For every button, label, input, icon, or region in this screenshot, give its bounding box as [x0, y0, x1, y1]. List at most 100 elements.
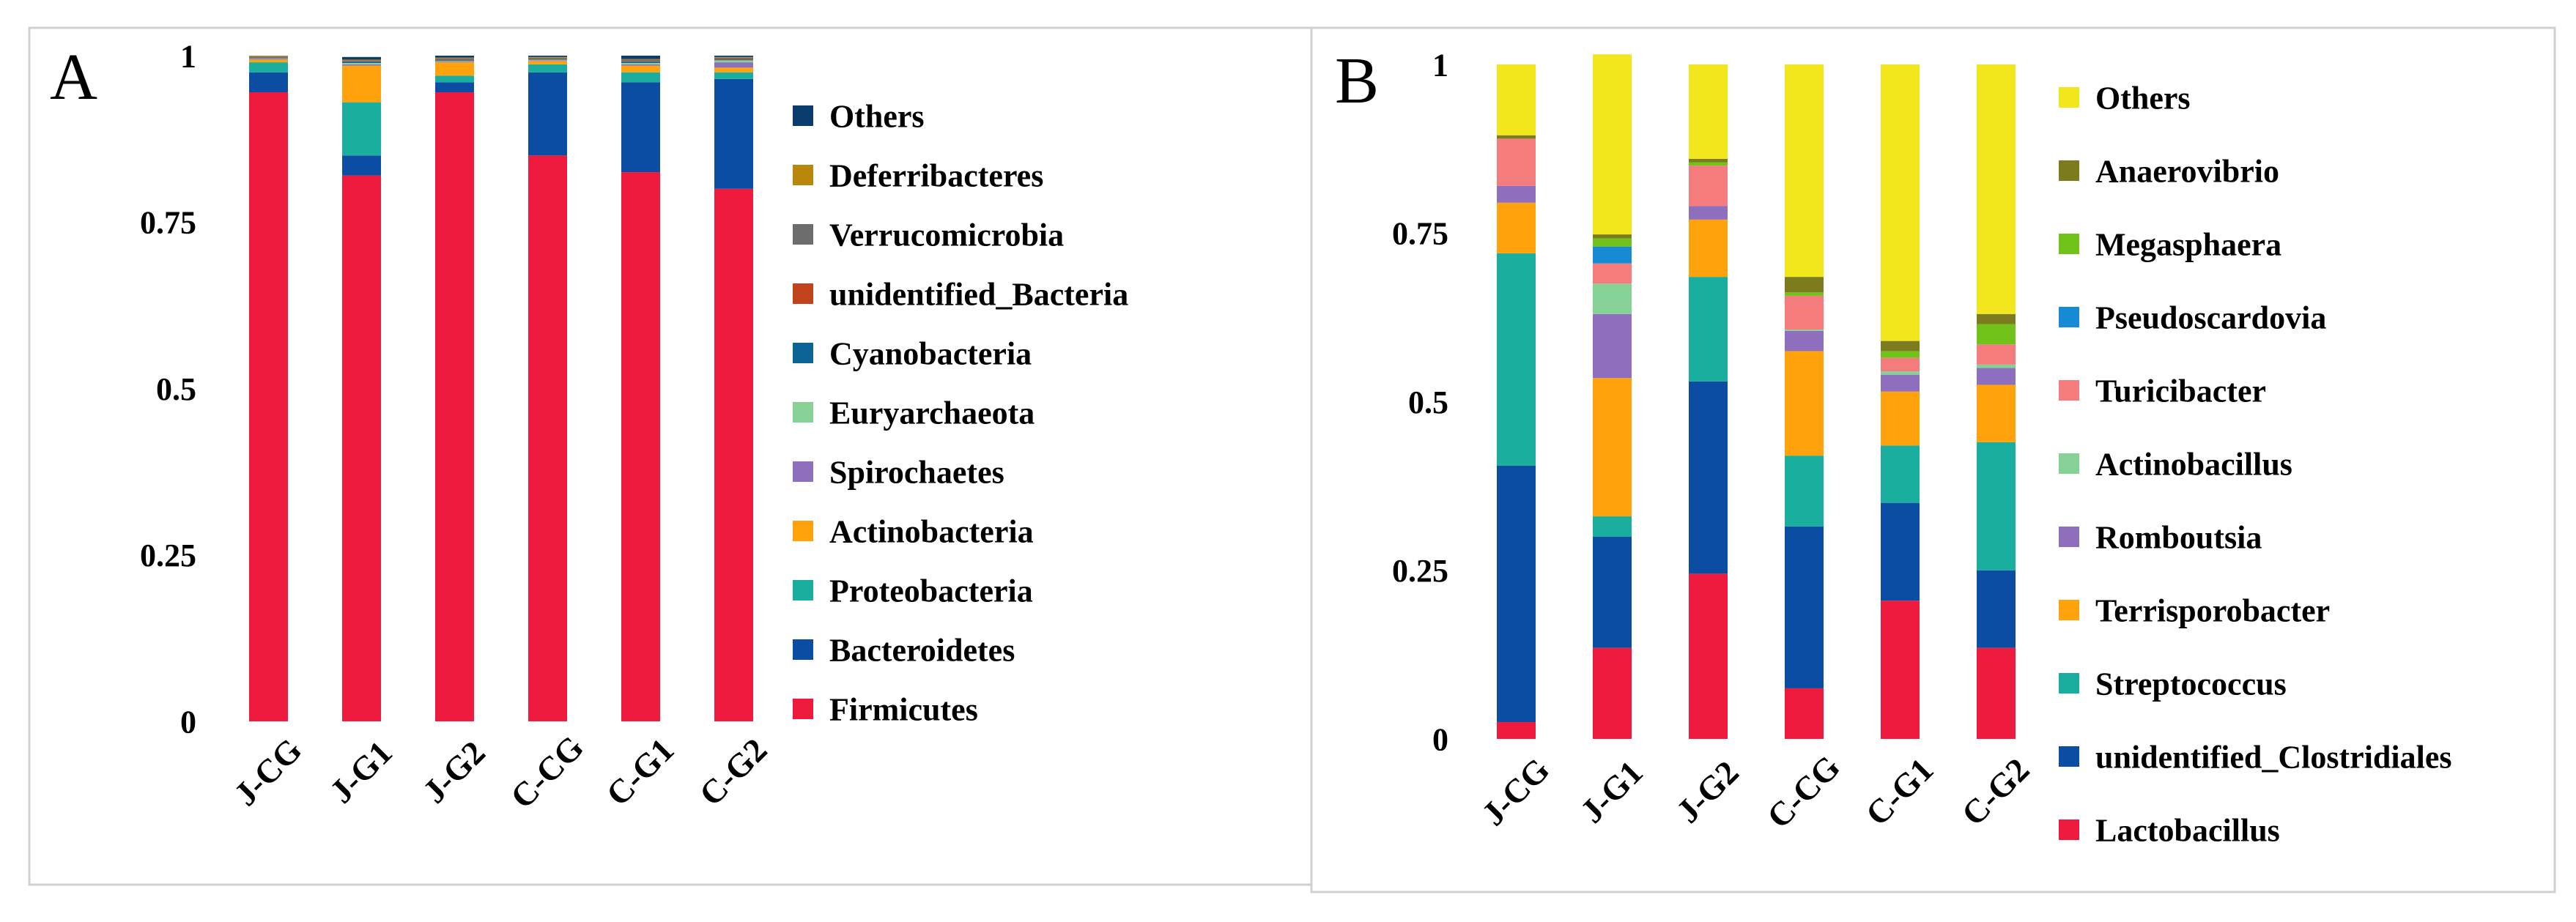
panel-a-bar-j-cg-verrucomicrobia [249, 56, 288, 57]
panel-a-bar-j-g2-firmicutes [435, 92, 474, 722]
panel-b-y-tick-label: 0 [1432, 721, 1448, 757]
panel-b-bar-j-cg-anaerovibrio [1497, 135, 1536, 139]
panel-a-bar-c-g1-spirochaetes [621, 64, 660, 66]
panel-a-bar-j-cg-firmicutes [249, 92, 288, 722]
panel-a-bar-c-g2-euryarchaeota [714, 60, 753, 63]
panel-b-legend-label-pseudoscardovia: Pseudoscardovia [2095, 300, 2326, 335]
panel-b-legend-label-others: Others [2095, 80, 2191, 116]
panel-a-bar-c-cg-others [528, 56, 567, 57]
panel-a-label: A [50, 41, 97, 114]
panel-b-bar-j-g1-unidentified-clostridiales [1593, 536, 1632, 648]
panel-b-legend-swatch-romboutsia [2059, 527, 2079, 547]
panel-b-bar-c-g2-romboutsia [1977, 368, 2016, 385]
panel-b-bar-c-cg-others [1785, 64, 1824, 278]
panel-a-y-tick-label: 0.25 [140, 538, 196, 573]
panel-a-frame [28, 26, 1313, 886]
panel-b-bar-c-g1-anaerovibrio [1881, 341, 1920, 352]
panel-b-legend-swatch-turicibacter [2059, 380, 2079, 401]
panel-b-bar-j-g2-turicibacter [1689, 166, 1728, 207]
panel-a-bar-j-g1-unidentified-bacteria [342, 61, 381, 62]
panel-b-bar-c-g1-streptococcus [1881, 445, 1920, 503]
panel-a-legend-label-deferribacteres: Deferribacteres [829, 157, 1043, 193]
panel-a-bar-c-cg-proteobacteria [528, 64, 567, 73]
panel-a-bar-j-cg-proteobacteria [249, 62, 288, 73]
panel-b-bar-c-g1-unidentified-clostridiales [1881, 502, 1920, 601]
panel-a-bar-j-cg-bacteroidetes [249, 72, 288, 92]
panel-b-legend-swatch-actinobacillus [2059, 453, 2079, 474]
panel-a-bar-j-g1-actinobacteria [342, 65, 381, 103]
panel-a-legend-swatch-cyanobacteria [793, 343, 813, 363]
panel-a-legend-swatch-others [793, 105, 813, 126]
panel-b-bar-j-cg-unidentified-clostridiales [1497, 465, 1536, 722]
panel-b-bar-j-g1-actinobacillus [1593, 283, 1632, 314]
panel-a-y-tick-label: 0 [180, 704, 196, 740]
panel-b-bar-j-cg-others [1497, 64, 1536, 135]
panel-b-bar-c-g1-lactobacillus [1881, 601, 1920, 739]
panel-a-bar-c-g1-proteobacteria [621, 72, 660, 83]
panel-b-bar-j-g1-romboutsia [1593, 313, 1632, 379]
panel-a-legend-label-euryarchaeota: Euryarchaeota [829, 395, 1035, 431]
panel-b-bar-c-g2-streptococcus [1977, 442, 2016, 570]
panel-a-bar-j-g2-proteobacteria [435, 75, 474, 83]
panel-b-bar-j-cg-romboutsia [1497, 185, 1536, 203]
panel-b-bar-j-cg-streptococcus [1497, 253, 1536, 466]
panel-b-bar-j-g1-terrisporobacter [1593, 378, 1632, 517]
panel-a-bar-c-g2-others [714, 56, 753, 57]
panel-b-legend-label-lactobacillus: Lactobacillus [2095, 812, 2280, 848]
panel-a-legend-swatch-spirochaetes [793, 461, 813, 482]
panel-b-bar-c-cg-actinobacillus [1785, 329, 1824, 331]
panel-a-bar-j-g1-others [342, 56, 381, 60]
panel-b-legend-swatch-unidentified-clostridiales [2059, 746, 2079, 767]
panel-b-bar-j-g2-lactobacillus [1689, 573, 1728, 739]
panel-b-legend-swatch-streptococcus [2059, 673, 2079, 694]
panel-a-bar-j-g2-bacteroidetes [435, 82, 474, 92]
panel-a-legend-label-bacteroidetes: Bacteroidetes [829, 632, 1015, 668]
panel-b-legend-swatch-megasphaera [2059, 234, 2079, 254]
panel-a-bar-c-cg-actinobacteria [528, 61, 567, 64]
panel-a-legend-label-cyanobacteria: Cyanobacteria [829, 335, 1032, 371]
panel-a-bar-c-g2-unidentified-bacteria [714, 59, 753, 60]
panel-b-bar-j-g2-unidentified-clostridiales [1689, 381, 1728, 574]
panel-b-bar-j-cg-turicibacter [1497, 138, 1536, 186]
panel-a-bar-c-g2-proteobacteria [714, 72, 753, 79]
panel-b-bar-j-cg-terrisporobacter [1497, 202, 1536, 253]
panel-b-bar-c-cg-megasphaera [1785, 292, 1824, 296]
panel-b-legend-label-terrisporobacter: Terrisporobacter [2095, 592, 2330, 628]
panel-a-bar-c-cg-euryarchaeota [528, 59, 567, 61]
panel-b-bar-c-cg-anaerovibrio [1785, 277, 1824, 293]
panel-b-legend-swatch-lactobacillus [2059, 819, 2079, 840]
panel-a-legend-label-proteobacteria: Proteobacteria [829, 573, 1033, 609]
panel-b-legend-swatch-terrisporobacter [2059, 600, 2079, 620]
panel-a-bar-c-cg-verrucomicrobia [528, 57, 567, 59]
panel-a-bar-c-g2-deferribacteres [714, 56, 753, 58]
panel-a-bar-c-cg-firmicutes [528, 155, 567, 722]
panel-b-bar-c-g2-actinobacillus [1977, 364, 2016, 368]
panel-a-bar-c-g2-bacteroidetes [714, 78, 753, 189]
panel-b-bar-j-g2-others [1689, 64, 1728, 159]
panel-b-bar-j-g2-terrisporobacter [1689, 219, 1728, 278]
panel-b-legend-swatch-pseudoscardovia [2059, 307, 2079, 327]
panel-b-bar-c-g1-terrisporobacter [1881, 391, 1920, 446]
panel-a-bar-c-g1-bacteroidetes [621, 82, 660, 173]
panel-b-y-tick-label: 0.25 [1392, 553, 1448, 589]
panel-b-bar-j-cg-lactobacillus [1497, 721, 1536, 739]
panel-a-bar-c-g1-actinobacteria [621, 65, 660, 73]
panel-a-y-tick-label: 0.5 [156, 371, 196, 407]
panel-a-legend-swatch-euryarchaeota [793, 402, 813, 423]
panel-a-bar-j-cg-spirochaetes [249, 59, 288, 60]
panel-a-bar-j-g1-proteobacteria [342, 102, 381, 156]
panel-a-legend-swatch-proteobacteria [793, 580, 813, 601]
panel-a-legend-label-firmicutes: Firmicutes [829, 691, 978, 727]
panel-a-bar-c-cg-deferribacteres [528, 56, 567, 58]
panel-a-bar-c-g2-cyanobacteria [714, 59, 753, 61]
panel-a-bar-j-g1-firmicutes [342, 175, 381, 721]
panel-a-legend-swatch-verrucomicrobia [793, 224, 813, 245]
panel-b-bar-c-cg-unidentified-clostridiales [1785, 526, 1824, 688]
panel-a-bar-c-g2-verrucomicrobia [714, 57, 753, 59]
panel-b-bar-c-g2-terrisporobacter [1977, 384, 2016, 442]
panel-a-bar-c-g1-verrucomicrobia [621, 59, 660, 62]
panel-b-legend-label-anaerovibrio: Anaerovibrio [2095, 153, 2279, 189]
panel-a-bar-c-g1-firmicutes [621, 172, 660, 721]
panel-a-bar-j-g2-unidentified-bacteria [435, 59, 474, 61]
